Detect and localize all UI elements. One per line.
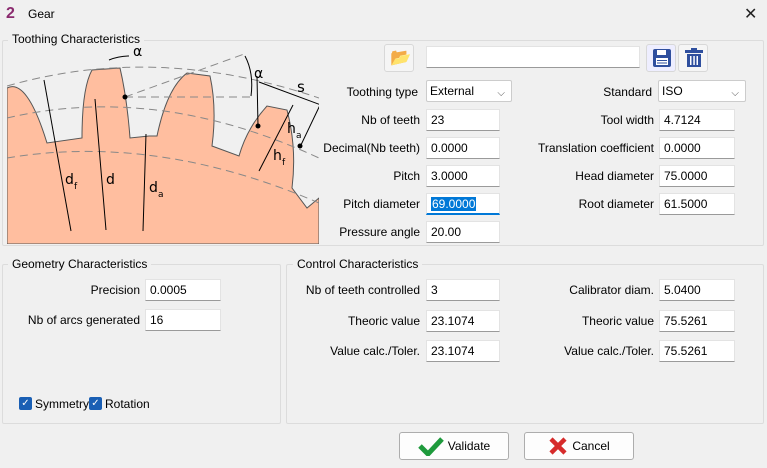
- label-da-sub: a: [158, 190, 164, 200]
- nb-teeth-controlled-label: Nb of teeth controlled: [305, 283, 420, 297]
- label-da: d: [149, 180, 158, 196]
- precision-label: Precision: [90, 283, 140, 297]
- save-button[interactable]: [646, 44, 676, 72]
- label-ha: h: [287, 121, 296, 137]
- label-ha-sub: a: [296, 131, 302, 141]
- window-title: Gear: [28, 7, 55, 21]
- symmetry-checkbox[interactable]: ✓: [19, 397, 32, 410]
- chevron-down-icon: ⌵: [497, 88, 505, 99]
- translation-label: Translation coefficient: [537, 141, 654, 155]
- cancel-label: Cancel: [572, 439, 610, 453]
- symmetry-label: Symmetry: [35, 397, 89, 411]
- title-bar: [0, 0, 767, 28]
- label-df: d: [65, 172, 74, 188]
- save-icon: [653, 49, 671, 67]
- toothing-type-select[interactable]: External ⌵: [426, 80, 512, 102]
- label-alpha-top: α: [133, 48, 142, 60]
- nb-teeth-input[interactable]: 23: [426, 109, 500, 131]
- head-diameter-label: Head diameter: [575, 169, 654, 183]
- decimal-label: Decimal(Nb teeth): [323, 141, 420, 155]
- toothing-group: [2, 40, 764, 246]
- close-button[interactable]: ✕: [744, 6, 758, 23]
- control-group: [286, 264, 764, 424]
- translation-input[interactable]: 0.0000: [659, 137, 735, 159]
- open-file-button[interactable]: 📂: [384, 44, 414, 72]
- toothing-type-label: Toothing type: [346, 85, 418, 99]
- validate-button[interactable]: Validate: [399, 432, 509, 460]
- standard-label: Standard: [603, 85, 652, 99]
- precision-input[interactable]: 0.0005: [145, 279, 221, 301]
- label-hf-sub: f: [282, 158, 286, 168]
- delete-button[interactable]: [678, 44, 708, 72]
- decimal-input[interactable]: 0.0000: [426, 137, 500, 159]
- app-logo: 2: [6, 5, 15, 22]
- standard-select[interactable]: ISO ⌵: [658, 80, 746, 102]
- value-calc-right-input[interactable]: 75.5261: [659, 340, 735, 362]
- pitch-diameter-label: Pitch diameter: [343, 197, 420, 211]
- root-diameter-input[interactable]: 61.5000: [659, 193, 735, 215]
- chevron-down-icon: ⌵: [731, 88, 739, 99]
- rotation-checkbox[interactable]: ✓: [89, 397, 102, 410]
- control-group-label: Control Characteristics: [293, 257, 423, 271]
- checkmark-icon: [417, 437, 444, 456]
- folder-open-icon: 📂: [390, 48, 412, 67]
- standard-value: ISO: [662, 84, 683, 98]
- value-calc-left-input[interactable]: 23.1074: [426, 340, 500, 362]
- cancel-button[interactable]: Cancel: [524, 432, 634, 460]
- head-diameter-input[interactable]: 75.0000: [659, 165, 735, 187]
- toothing-type-value: External: [430, 84, 475, 98]
- nb-teeth-controlled-input[interactable]: 3: [426, 279, 500, 301]
- gear-diagram: α α s h a h f d f d d a: [7, 48, 319, 244]
- pitch-diameter-value: 69.0000: [431, 197, 477, 211]
- pitch-label: Pitch: [393, 169, 420, 183]
- label-df-sub: f: [74, 182, 78, 192]
- nb-teeth-label: Nb of teeth: [361, 113, 420, 127]
- trash-icon: [685, 48, 703, 67]
- validate-label: Validate: [447, 439, 491, 453]
- nb-arcs-input[interactable]: 16: [145, 309, 221, 331]
- label-hf: h: [273, 148, 282, 164]
- label-d: d: [106, 172, 115, 188]
- calibrator-label: Calibrator diam.: [569, 283, 654, 297]
- theoric-value-right-label: Theoric value: [581, 314, 654, 328]
- geometry-group-label: Geometry Characteristics: [8, 257, 152, 271]
- theoric-value-left-label: Theoric value: [347, 314, 420, 328]
- pitch-input[interactable]: 3.0000: [426, 165, 500, 187]
- value-calc-left-label: Value calc./Toler.: [330, 344, 420, 358]
- label-alpha: α: [254, 66, 263, 82]
- file-path-input[interactable]: [426, 46, 640, 68]
- calibrator-input[interactable]: 5.0400: [659, 279, 735, 301]
- label-s: s: [297, 78, 305, 96]
- pitch-diameter-input[interactable]: 69.0000: [426, 193, 500, 215]
- toothing-group-label: Toothing Characteristics: [8, 32, 145, 46]
- cross-icon: [549, 437, 567, 455]
- rotation-label: Rotation: [105, 397, 150, 411]
- tool-width-input[interactable]: 4.7124: [659, 109, 735, 131]
- value-calc-right-label: Value calc./Toler.: [564, 344, 654, 358]
- theoric-value-right-input[interactable]: 75.5261: [659, 310, 735, 332]
- nb-arcs-label: Nb of arcs generated: [27, 313, 140, 327]
- pressure-angle-label: Pressure angle: [339, 225, 420, 239]
- theoric-value-left-input[interactable]: 23.1074: [426, 310, 500, 332]
- pressure-angle-input[interactable]: 20.00: [426, 221, 500, 243]
- root-diameter-label: Root diameter: [578, 197, 654, 211]
- tool-width-label: Tool width: [600, 113, 654, 127]
